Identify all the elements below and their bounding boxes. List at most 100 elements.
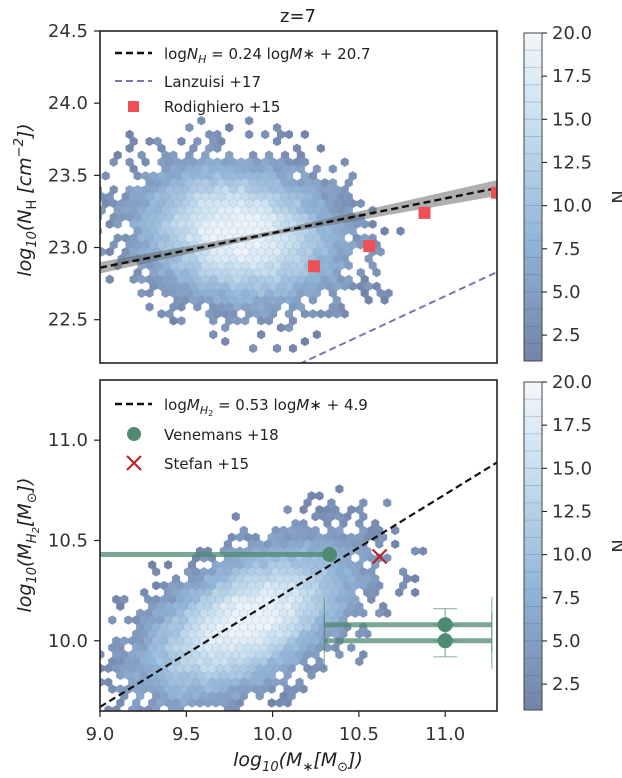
hexbin-cell	[137, 288, 146, 299]
hexbin-cell	[225, 122, 234, 133]
top-colorbar-ticks: 2.5 5.0 7.5 10.0 12.5 15.0 17.5 20.0	[524, 23, 592, 362]
y-tick-label: 23.0	[48, 238, 88, 259]
hexbin-cell	[367, 594, 376, 605]
hexbin-cell	[116, 670, 125, 681]
bottom-axes-frame	[99, 379, 498, 712]
hexbin-cell	[160, 733, 168, 742]
hexbin-cell	[213, 143, 222, 154]
bottom-x-ticks: 9.0 9.5 10.0 10.5 11.0	[86, 711, 465, 745]
hexbin-cell	[177, 136, 186, 147]
hexbin-cell	[364, 295, 373, 305]
hexbin-cell	[193, 302, 202, 312]
hexbin-cell	[376, 246, 385, 257]
hexbin-cell	[101, 171, 110, 181]
hexbin-cell	[90, 233, 98, 242]
y-tick-label: 11.0	[48, 430, 88, 451]
x-tick-label: 10.5	[339, 724, 379, 745]
colorbar-tick-label: 17.5	[552, 415, 592, 436]
hexbin-cell	[299, 504, 308, 515]
top-colorbar: 2.5 5.0 7.5 10.0 12.5 15.0 17.5 20.0 N	[523, 23, 622, 362]
hexbin-cell	[197, 115, 206, 126]
hexbin-cell	[410, 546, 420, 556]
legend-stefan-label: Stefan +15	[164, 455, 249, 473]
hexbin-cell	[157, 309, 166, 319]
hexbin-cell	[100, 246, 106, 257]
hexbin-cell	[284, 322, 294, 333]
hexbin-cell	[125, 143, 134, 154]
hexbin-cell	[347, 642, 356, 653]
hexbin-cell	[235, 532, 244, 543]
hexbin-cell	[124, 615, 133, 625]
colorbar-tick-label: 12.5	[552, 152, 592, 173]
hexbin-cell	[410, 573, 420, 584]
hexbin-cell	[105, 246, 114, 257]
hexbin-cell	[105, 219, 114, 230]
hexbin-cell	[81, 691, 89, 700]
y-tick-label: 23.5	[48, 165, 88, 186]
hexbin-cell	[141, 157, 150, 167]
top-y-axis-label: log10(NH [cm−2])	[12, 123, 40, 276]
hexbin-cell	[161, 288, 170, 299]
bottom-hexbin-layer	[65, 484, 428, 742]
hexbin-cell	[300, 309, 310, 319]
hexbin-cell	[108, 684, 117, 694]
hexbin-cell	[129, 274, 138, 285]
colorbar-tick-label: 20.0	[552, 23, 592, 44]
venemans-point	[437, 633, 453, 649]
lanzuisi-line	[299, 271, 497, 363]
y-tick-label: 24.0	[48, 93, 88, 114]
hexbin-cell	[307, 670, 316, 681]
hexbin-cell	[200, 733, 208, 742]
hexbin-cell	[84, 712, 92, 721]
hexbin-cell	[340, 157, 349, 167]
hexbin-cell	[200, 719, 208, 728]
colorbar-tick-label: 7.5	[552, 588, 581, 609]
hexbin-cell	[104, 704, 113, 711]
x-tick-label: 10.0	[253, 724, 293, 745]
colorbar-tick-label: 20.0	[552, 372, 592, 393]
y-tick-label: 10.5	[48, 530, 88, 551]
legend-fit-entry: logNH = 0.24 logM∗ + 20.7	[115, 45, 371, 66]
hexbin-cell	[108, 615, 117, 625]
bottom-y-ticks: 10.0 10.5 11.0	[48, 430, 100, 652]
hexbin-cell	[69, 657, 77, 666]
hexbin-cell	[288, 343, 298, 354]
hexbin-cell	[65, 705, 73, 714]
venemans-point	[322, 547, 338, 563]
hexbin-cell	[185, 122, 194, 133]
hexbin-cell	[172, 712, 180, 721]
bottom-colorbar-ticks: 2.5 5.0 7.5 10.0 12.5 15.0 17.5 20.0	[524, 372, 592, 711]
hexbin-cell	[383, 497, 392, 508]
legend-venemans-entry: Venemans +18	[127, 426, 279, 444]
hexbin-cell	[156, 726, 164, 735]
hexbin-cell	[380, 226, 389, 236]
hexbin-cell	[311, 511, 320, 522]
hexbin-cell	[209, 329, 218, 340]
hexbin-cell	[152, 580, 161, 591]
hexbin-cell	[272, 136, 282, 147]
hexbin-cell	[231, 511, 240, 522]
top-fit-line	[100, 186, 497, 269]
y-tick-label: 22.5	[48, 310, 88, 331]
hexbin-cell	[340, 309, 349, 319]
hexbin-cell	[372, 267, 381, 278]
legend-fit2-entry: logMH2 = 0.53 logM∗ + 4.9	[115, 396, 368, 418]
hexbin-cell	[152, 566, 161, 577]
hexbin-cell	[231, 704, 240, 711]
hexbin-cell	[86, 227, 94, 236]
bottom-panel: 10.0 10.5 11.0 9.0 9.5 10.0 10.5 11.0 log10(MH…	[14, 379, 498, 775]
hexbin-cell	[355, 629, 364, 639]
legend-rodighiero-label: Rodighiero +15	[164, 98, 280, 116]
hexbin-cell	[187, 698, 197, 708]
rodighiero-point	[308, 260, 321, 273]
legend-venemans-label: Venemans +18	[164, 426, 279, 444]
rodighiero-point	[418, 206, 431, 219]
hexbin-cell	[260, 129, 270, 140]
hexbin-cell	[312, 329, 321, 340]
hexbin-cell	[124, 712, 132, 721]
hexbin-cell	[276, 322, 286, 333]
hexbin-cell	[113, 219, 122, 230]
hexbin-cell	[232, 719, 240, 728]
hexbin-cell	[375, 539, 384, 550]
